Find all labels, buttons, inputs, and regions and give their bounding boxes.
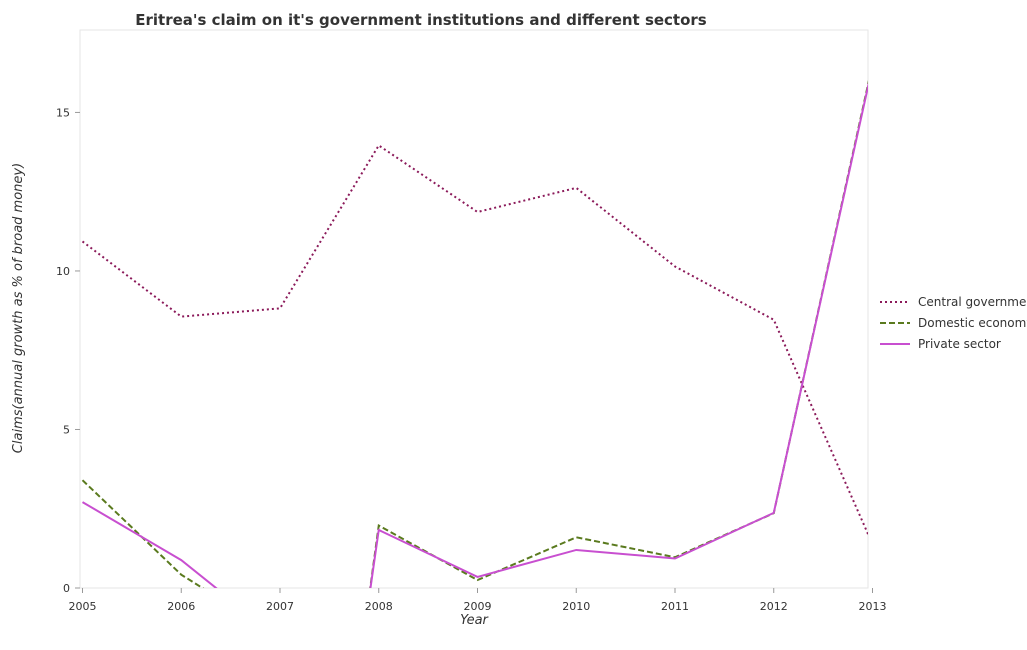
legend: Central government Domestic economy Privat… (880, 295, 1027, 351)
y-tick-label: 15 (56, 106, 70, 119)
series-line-1-0 (81, 479, 205, 588)
x-tick-label: 2011 (661, 600, 689, 613)
y-axis: 0 5 10 15 (56, 106, 80, 595)
x-tick-label: 2012 (760, 600, 788, 613)
series-2 (81, 82, 868, 588)
y-tick-label: 10 (56, 265, 70, 278)
x-axis-label: Year (460, 613, 489, 628)
series-layer (81, 80, 868, 588)
x-tick-label: 2009 (464, 600, 492, 613)
x-tick-label: 2007 (266, 600, 294, 613)
series-line-0-0 (81, 143, 868, 537)
x-tick-label: 2005 (69, 600, 97, 613)
x-tick-label: 2006 (167, 600, 195, 613)
x-axis: 2005 2006 2007 2008 2009 2010 2011 2012 2013 (69, 588, 887, 613)
plot-area (79, 29, 869, 589)
y-tick-label: 0 (63, 582, 70, 595)
series-line-2-1 (369, 82, 868, 588)
chart-title: Eritrea's claim on it's government insti… (135, 11, 707, 29)
series-0 (81, 143, 868, 537)
x-tick-label: 2010 (562, 600, 590, 613)
legend-label: Private sector (918, 337, 1001, 351)
legend-label: Central government (918, 295, 1027, 309)
x-tick-label: 2013 (859, 600, 887, 613)
legend-label: Domestic economy (918, 316, 1027, 330)
series-line-2-0 (81, 501, 218, 588)
y-axis-label: Claims(annual growth as % of broad money… (11, 163, 26, 453)
x-tick-label: 2008 (365, 600, 393, 613)
y-tick-label: 5 (63, 423, 70, 436)
